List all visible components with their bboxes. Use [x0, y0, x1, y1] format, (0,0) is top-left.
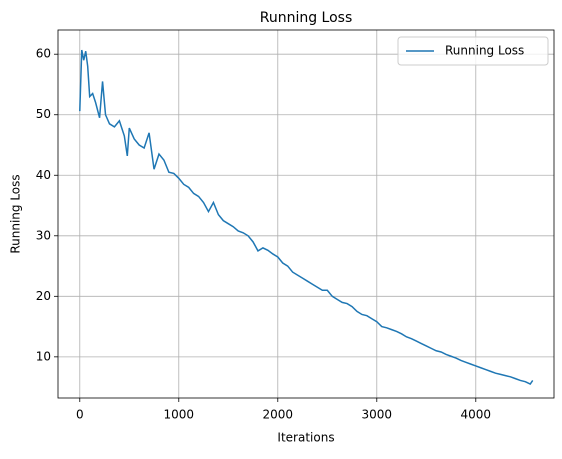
- legend-box: [397, 36, 549, 66]
- x-tick-label: 1000: [164, 408, 195, 422]
- x-tick-label: 2000: [263, 408, 294, 422]
- chart-title: Running Loss: [260, 10, 353, 26]
- x-tick-label: 0: [76, 408, 84, 422]
- legend-label: Running Loss: [445, 44, 524, 58]
- x-axis-label: Iterations: [277, 431, 334, 445]
- y-axis-label: Running Loss: [9, 174, 23, 253]
- x-tick-label: 3000: [362, 408, 393, 422]
- x-tick-label: 4000: [461, 408, 492, 422]
- y-tick-label: 40: [36, 168, 51, 182]
- data-line: [79, 49, 534, 386]
- plot-frame: [57, 29, 555, 399]
- y-tick-label: 10: [36, 349, 51, 363]
- y-tick-label: 30: [36, 228, 51, 242]
- y-tick-label: 20: [36, 289, 51, 303]
- y-tick-label: 50: [36, 107, 51, 121]
- y-tick-label: 60: [36, 47, 51, 61]
